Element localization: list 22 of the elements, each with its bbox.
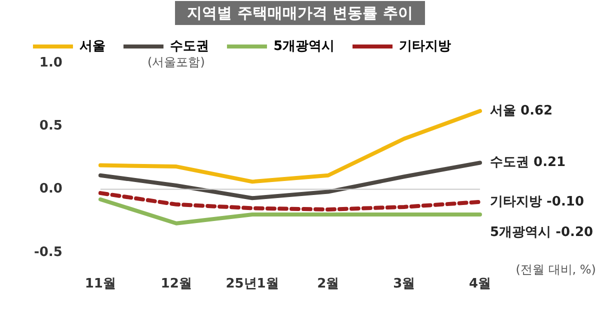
annotation: 5개광역시 -0.20 [490,224,594,240]
x-tick-label: 3월 [393,276,416,292]
y-tick-label: -0.5 [34,244,62,260]
line-series [98,191,482,212]
y-tick-label: 0.0 [39,182,62,197]
x-tick-label: 4월 [468,276,492,292]
chart-title: 지역별 주택매매가격 변동률 추이 [175,1,425,25]
legend-label: 기타지방 [399,38,452,54]
x-tick-label: 12월 [160,276,192,292]
legend-label: 5개광역시 [273,38,335,54]
annotation: 수도권 0.21 [490,155,566,170]
annotation: (서울포함) [148,55,205,70]
y-tick-label: 1.0 [39,55,62,70]
legend-label: 수도권 [170,38,209,54]
annotation: 서울 0.62 [490,103,553,118]
y-tick-label: 0.5 [39,118,62,134]
x-tick-label: 11월 [84,276,116,292]
annotation: 기타지방 -0.10 [490,194,584,210]
x-tick-label: 25년1월 [226,276,279,292]
legend-label: 서울 [79,38,106,54]
x-tick-label: 2월 [317,276,340,292]
text: (전월 대비, %) [516,262,596,277]
